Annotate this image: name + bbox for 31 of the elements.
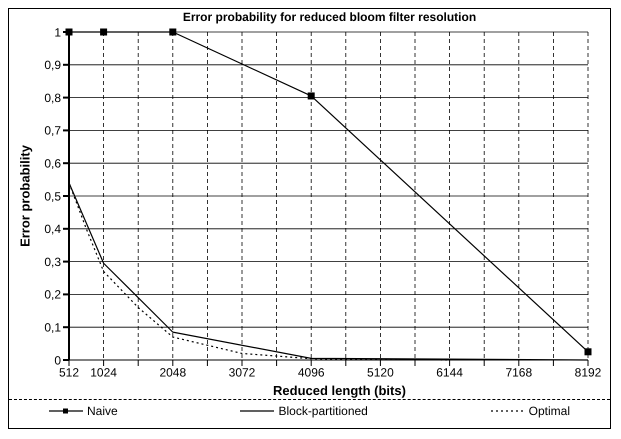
point <box>66 28 72 36</box>
y-tick-label: 0,7 <box>44 124 62 138</box>
x-tick-label: 4096 <box>298 366 325 380</box>
legend-label: Naive <box>87 404 118 418</box>
point <box>100 28 108 36</box>
y-tick-label: 0,8 <box>44 90 62 105</box>
y-tick-label: 0,3 <box>44 254 62 269</box>
point <box>308 92 315 100</box>
y-axis-title: Error probability <box>18 144 33 247</box>
x-tick-label: 6144 <box>436 366 464 380</box>
y-tick-label: 0,1 <box>44 320 62 334</box>
chart-title: Error probability for reduced bloom filter resolution <box>182 9 478 24</box>
y-tick-label: 0 <box>54 353 62 368</box>
x-tick-label: 5120 <box>367 366 394 380</box>
y-tick-label: 0,2 <box>44 288 62 302</box>
y-tick-label: 0,6 <box>44 156 62 170</box>
x-tick-label: 2048 <box>159 366 186 380</box>
x-tick-label: 8192 <box>574 366 602 380</box>
point <box>169 28 176 36</box>
x-tick-label: 1024 <box>90 366 118 380</box>
x-tick-label: 7168 <box>505 366 532 380</box>
x-axis-title: Reduced length (bits) <box>272 382 407 399</box>
y-tick-label: 0,9 <box>44 58 62 72</box>
y-tick-label: 0,5 <box>44 189 62 204</box>
x-tick-label: 512 <box>58 366 80 380</box>
legend-label: Block-partitioned <box>278 404 368 418</box>
y-tick-label: 1 <box>54 25 62 40</box>
y-tick-label: 0,4 <box>44 222 62 236</box>
point <box>584 348 592 356</box>
legend-label: Optimal <box>528 404 570 418</box>
x-tick-label: 3072 <box>228 366 256 380</box>
